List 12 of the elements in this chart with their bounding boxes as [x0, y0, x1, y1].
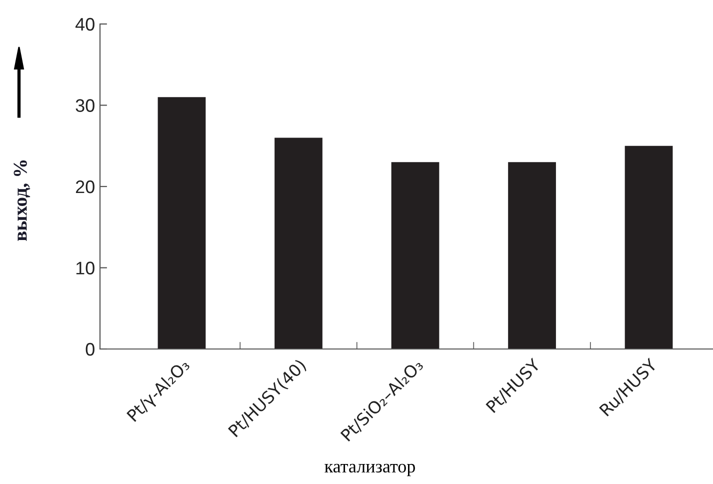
bar: [624, 146, 673, 349]
bar: [274, 138, 322, 349]
y-tick-label: 20: [76, 180, 94, 194]
bar: [508, 162, 556, 349]
bar: [391, 162, 440, 349]
x-axis-title: катализатор: [324, 464, 415, 476]
y-tick-label: 40: [75, 18, 94, 31]
y-tick-label: 30: [76, 99, 94, 112]
y-tick-label: 0: [86, 342, 94, 356]
bar: [158, 97, 206, 349]
y-tick-label: 10: [76, 262, 94, 274]
y-axis-title: выход, %: [14, 160, 30, 241]
